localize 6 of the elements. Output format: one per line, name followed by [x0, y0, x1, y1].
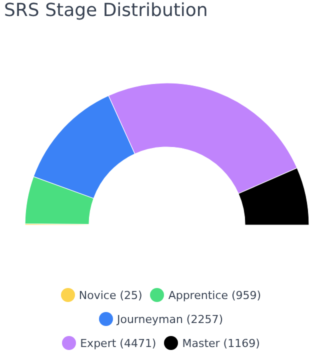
chart-title: SRS Stage Distribution: [4, 0, 208, 21]
legend-label: Master (1169): [182, 336, 260, 350]
legend-label: Novice (25): [78, 288, 142, 302]
legend-label: Expert (4471): [80, 336, 156, 350]
legend-label: Apprentice (959): [168, 288, 262, 302]
legend-label: Journeyman (2257): [116, 312, 224, 326]
